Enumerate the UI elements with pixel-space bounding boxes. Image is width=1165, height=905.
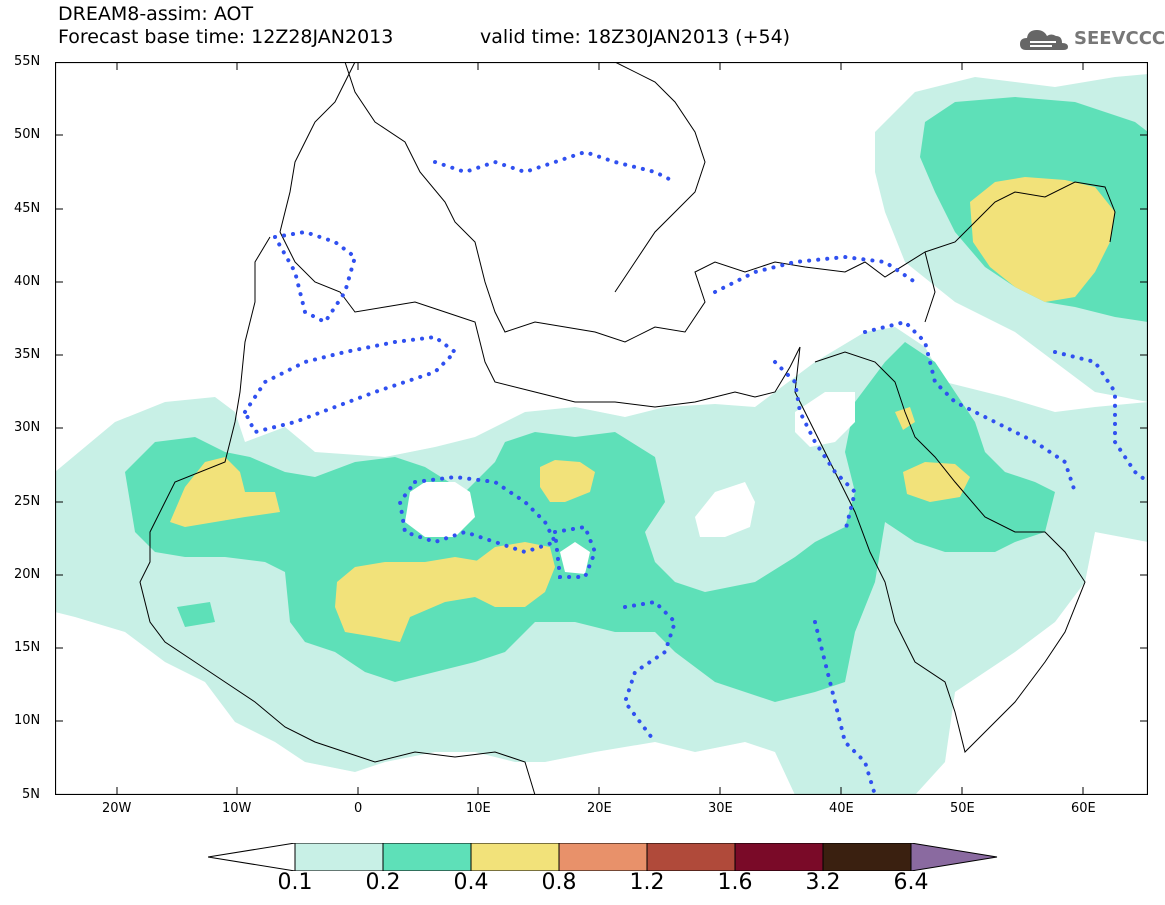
seevccc-logo: SEEVCCC [1018,24,1165,56]
logo-text: SEEVCCC [1074,28,1165,49]
colorbar [208,843,998,871]
colorbar-label-0.2: 0.2 [365,870,401,895]
lon-label-30e: 30E [708,801,733,816]
aot-band-0.4-gulf [903,462,970,502]
colorbar-label-3.2: 3.2 [805,870,841,895]
colorbar-bin-1.2-1.6 [646,843,736,871]
colorbar-label-1.6: 1.6 [717,870,753,895]
map-panel [54,61,1149,796]
lat-label-5n: 5N [22,787,40,802]
aot-map [54,61,1149,796]
colorbar-bin-0.2-0.4 [382,843,472,871]
lat-label-15n: 15N [14,640,41,655]
colorbar-bin-0.4-0.8 [470,843,560,871]
map-title: DREAM8-assim: AOT [58,3,254,25]
lon-label-20e: 20E [587,801,612,816]
aot-hole-algeria [405,482,475,537]
colorbar-bin-0.1-0.2 [294,843,384,871]
lat-label-25n: 25N [14,494,41,509]
colorbar-label-1.2: 1.2 [629,870,665,895]
lat-label-20n: 20N [14,567,41,582]
lon-label-50e: 50E [950,801,975,816]
lat-label-30n: 30N [14,420,41,435]
colorbar-label-0.4: 0.4 [453,870,489,895]
lat-label-50n: 50N [14,127,41,142]
lat-label-35n: 35N [14,347,41,362]
lat-label-55n: 55N [14,54,41,69]
aot-band-0.2-patch [177,602,215,627]
aot-band-0.4-niger [475,542,555,607]
lat-label-40n: 40N [14,274,41,289]
colorbar-label-0.8: 0.8 [541,870,577,895]
colorbar-bin-3.2-6.4 [822,843,912,871]
aot-band-0.4-libya [540,460,595,502]
aot-band-0.4-westsahara [170,457,280,527]
coastlines [139,62,1116,795]
lon-label-10e: 10E [466,801,491,816]
colorbar-bin-0.8-1.2 [558,843,648,871]
valid-time: valid time: 18Z30JAN2013 (+54) [480,26,791,48]
lon-label-10w: 10W [222,801,252,816]
lon-label-20w: 20W [102,801,132,816]
aot-hole-sudan [695,482,755,537]
lat-label-10n: 10N [14,713,41,728]
colorbar-over-triangle [910,843,998,871]
forecast-base-time: Forecast base time: 12Z28JAN2013 [58,26,394,48]
colorbar-under-triangle [208,843,296,871]
lon-label-40e: 40E [829,801,854,816]
cloud-icon [1020,30,1068,50]
lat-label-45n: 45N [14,201,41,216]
tick-marks [55,61,1148,795]
colorbar-label-6.4: 6.4 [893,870,929,895]
lon-label-0: 0 [354,801,363,816]
aot-hole-chad [560,542,590,574]
lon-label-60e: 60E [1071,801,1096,816]
aot-band-0.4-caspian [970,177,1115,302]
colorbar-bin-1.6-3.2 [734,843,824,871]
dotted-contours [242,149,1148,795]
colorbar-label-0.1: 0.1 [277,870,313,895]
